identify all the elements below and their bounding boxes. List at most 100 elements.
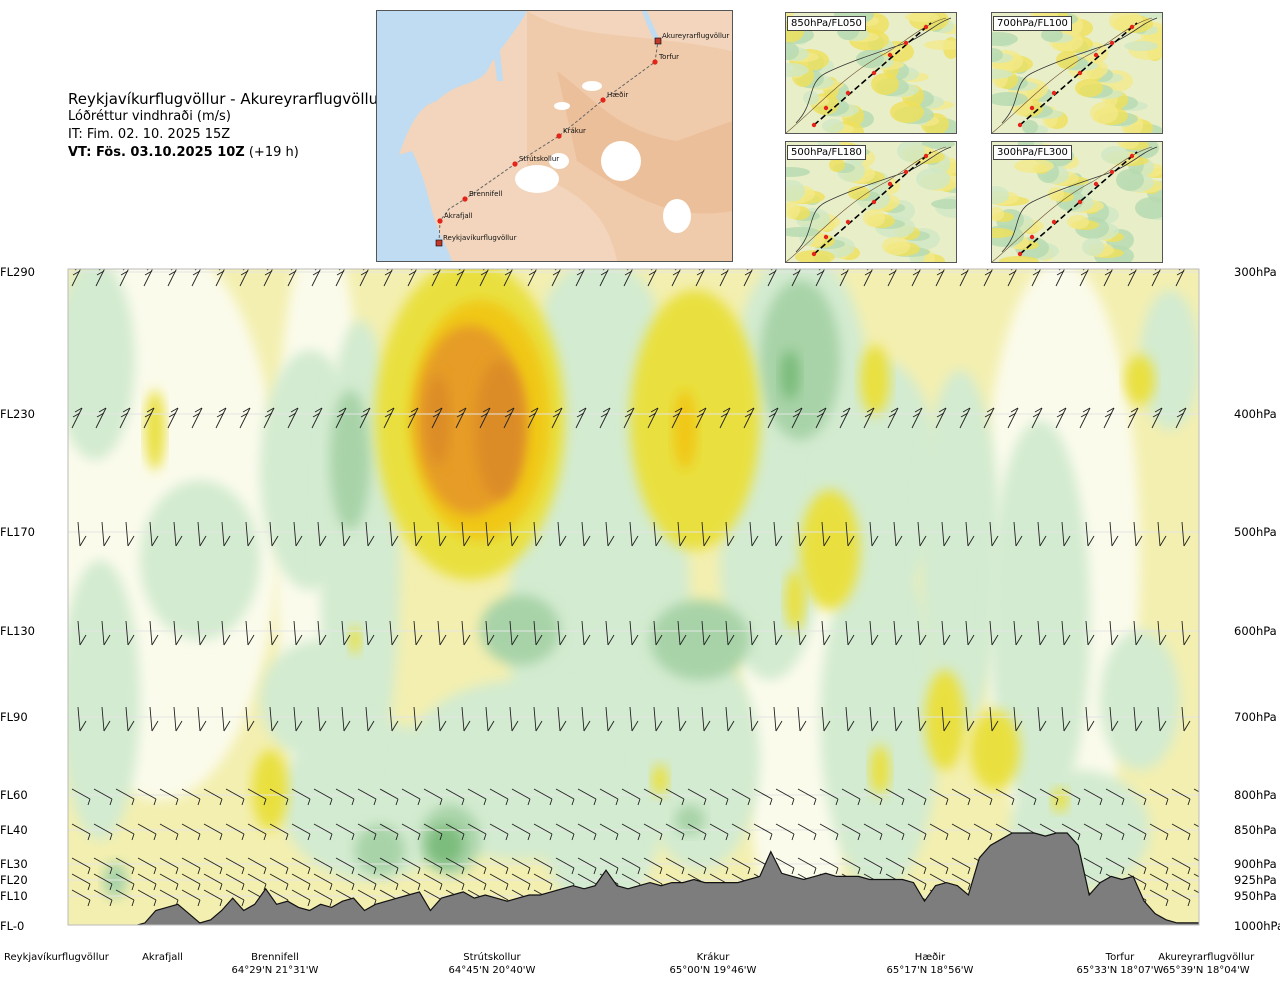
level-label-hpa: 700hPa	[1234, 710, 1277, 724]
wind-barb	[1171, 823, 1191, 841]
wind-barb	[197, 620, 207, 646]
wind-barb	[313, 889, 333, 907]
wind-barb	[839, 407, 851, 429]
wind-barb	[1017, 788, 1037, 806]
wind-barb	[1133, 521, 1143, 547]
route-point-label: Brennifell	[469, 190, 502, 198]
wind-barb	[533, 823, 553, 841]
wind-barb	[533, 620, 543, 646]
wind-barb	[863, 788, 883, 806]
wind-barb	[653, 521, 663, 547]
wind-contour	[650, 600, 750, 680]
route-point: Hæðir	[600, 91, 628, 103]
wind-barb	[885, 823, 905, 841]
level-label-hpa: 950hPa	[1234, 889, 1277, 903]
wind-barb	[313, 857, 333, 875]
wind-barb	[797, 823, 817, 841]
wind-barb	[437, 706, 447, 732]
wind-barb	[1193, 889, 1199, 894]
station-name: Reykjavíkurflugvöllur	[4, 952, 109, 963]
wind-barb	[1133, 620, 1143, 646]
wind-barb	[917, 521, 927, 547]
wind-barb	[423, 857, 443, 875]
wind-barb	[159, 788, 179, 806]
wind-barb	[887, 407, 899, 429]
wind-barb	[93, 873, 113, 891]
wind-barb	[643, 857, 663, 875]
wind-barb	[357, 873, 377, 891]
wind-barb	[401, 823, 421, 841]
wind-barb	[413, 521, 423, 547]
wind-contour	[68, 560, 140, 840]
wind-barb	[605, 620, 615, 646]
wind-barb	[467, 857, 487, 875]
wind-barb	[137, 873, 157, 891]
wind-barb	[863, 407, 875, 429]
wind-barb	[1193, 823, 1199, 828]
wind-barb	[317, 521, 327, 547]
wind-barb	[101, 521, 111, 547]
wind-barb	[821, 521, 831, 547]
wind-barb	[485, 620, 495, 646]
plot-frame	[67, 268, 1200, 926]
terrain-profile	[135, 832, 1199, 925]
wind-barb	[845, 620, 855, 646]
wind-barb	[1083, 857, 1103, 875]
wind-barb	[941, 620, 951, 646]
wind-barb	[263, 407, 275, 429]
wind-barb	[389, 521, 399, 547]
wind-barb	[413, 706, 423, 732]
wind-barb	[1157, 620, 1167, 646]
wind-barb	[577, 857, 597, 875]
wind-barb	[527, 407, 539, 429]
route-map: Akureyrarflugvöllur Torfur Hæðir Krákur Strú…	[376, 10, 733, 262]
wind-barb	[245, 706, 255, 732]
wind-barb	[269, 857, 289, 875]
wind-barb	[1171, 873, 1191, 891]
wind-barb	[93, 889, 113, 907]
level-label-fl: FL10	[0, 889, 28, 903]
wind-barb	[137, 823, 157, 841]
wind-barb	[577, 788, 597, 806]
wind-barb	[753, 823, 773, 841]
wind-barb	[1127, 873, 1147, 891]
wind-barb	[137, 857, 157, 875]
wind-barb	[455, 407, 467, 429]
wind-barb	[115, 857, 135, 875]
wind-barb	[665, 788, 685, 806]
wind-barb	[929, 788, 949, 806]
wind-barb	[753, 788, 773, 806]
wind-barb	[869, 620, 879, 646]
wind-barb	[863, 857, 883, 875]
wind-barb	[149, 706, 159, 732]
station-label: Brennifell 64°29'N 21°31'W	[232, 951, 319, 977]
wind-barb	[1127, 823, 1147, 841]
wind-barb	[1055, 407, 1067, 429]
level-label-hpa: 900hPa	[1234, 857, 1277, 871]
wind-barb	[341, 620, 351, 646]
vertical-wind-field	[68, 269, 1199, 925]
wind-barb	[293, 521, 303, 547]
level-label-hpa: 925hPa	[1234, 873, 1277, 887]
wind-barb	[917, 706, 927, 732]
wind-barb	[445, 788, 465, 806]
wind-barb	[767, 407, 779, 429]
level-label-fl: FL-0	[0, 919, 25, 933]
wind-barb	[291, 889, 311, 907]
wind-barb	[775, 788, 795, 806]
wind-barb	[725, 521, 735, 547]
wind-barb	[929, 823, 949, 841]
wind-contour	[427, 825, 463, 865]
wind-contour	[330, 390, 370, 530]
wind-barb	[841, 857, 861, 875]
wind-barb	[533, 788, 553, 806]
wind-barb	[71, 873, 91, 891]
wind-barb	[1013, 521, 1023, 547]
wind-barb	[989, 521, 999, 547]
station-name: Akureyrarflugvöllur	[1158, 952, 1255, 963]
wind-barb	[1193, 873, 1199, 878]
wind-barb	[389, 706, 399, 732]
wind-barb	[511, 788, 531, 806]
wind-barb	[93, 788, 113, 806]
wind-barb	[621, 788, 641, 806]
